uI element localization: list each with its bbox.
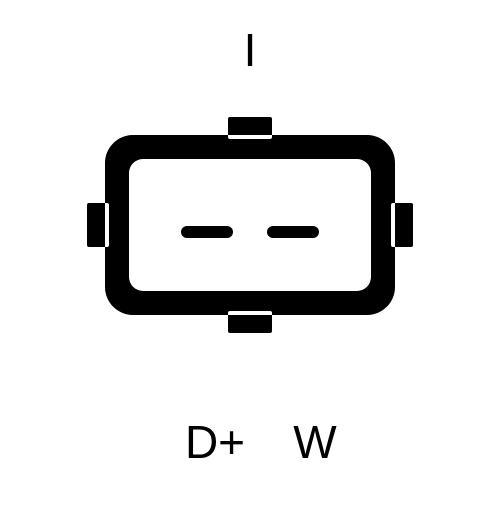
connector-body — [87, 117, 413, 333]
pin-label-w: W — [293, 415, 336, 469]
pin-right — [267, 226, 319, 238]
pin-label-d-plus: D+ — [185, 415, 245, 469]
pin-label-top: I — [244, 23, 257, 77]
pin-left — [181, 226, 233, 238]
connector-diagram: I D+ W — [0, 0, 500, 500]
